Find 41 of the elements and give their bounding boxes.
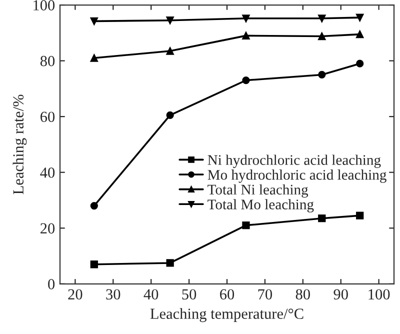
- legend-label: Ni hydrochloric acid leaching: [208, 154, 381, 168]
- legend-label: Total Ni leaching: [208, 184, 308, 198]
- x-axis-title: Leaching temperature/°C: [150, 308, 304, 322]
- x-tick-label: 40: [144, 289, 158, 300]
- point: [242, 32, 250, 40]
- x-tick-label: 50: [182, 289, 196, 300]
- y-tick-label: 80: [40, 56, 55, 66]
- y-axis-title: Leaching rate/%: [12, 94, 27, 194]
- x-tick-label: 60: [220, 289, 234, 300]
- point: [356, 30, 364, 38]
- point: [318, 70, 326, 79]
- x-tick-label: 80: [296, 289, 310, 300]
- point: [318, 214, 326, 222]
- point: [166, 47, 174, 55]
- point: [90, 17, 98, 26]
- point: [242, 222, 250, 230]
- point: [90, 54, 98, 62]
- x-tick-label: 30: [106, 289, 120, 300]
- legend-label: Mo hydrochloric acid leaching: [208, 170, 386, 183]
- point: [242, 14, 250, 22]
- point: [166, 16, 174, 24]
- y-tick-label: 60: [40, 112, 55, 122]
- y-tick-label: 0: [48, 279, 55, 290]
- point: [356, 212, 364, 220]
- y-tick-label: 20: [40, 223, 55, 234]
- x-tick-label: 70: [258, 289, 272, 300]
- legend-label: Total Mo leaching: [208, 199, 314, 212]
- point: [318, 14, 326, 22]
- point: [90, 260, 98, 268]
- point: [90, 202, 98, 210]
- x-tick-label: 100: [368, 289, 390, 300]
- point: [356, 14, 364, 22]
- y-tick-label: 100: [34, 0, 55, 10]
- x-tick-label: 20: [68, 289, 82, 300]
- point: [166, 259, 174, 267]
- point: [242, 76, 250, 84]
- point: [166, 111, 174, 119]
- y-tick-label: 40: [40, 167, 55, 178]
- point: [356, 60, 364, 68]
- point: [318, 32, 326, 40]
- x-tick-label: 90: [334, 289, 348, 300]
